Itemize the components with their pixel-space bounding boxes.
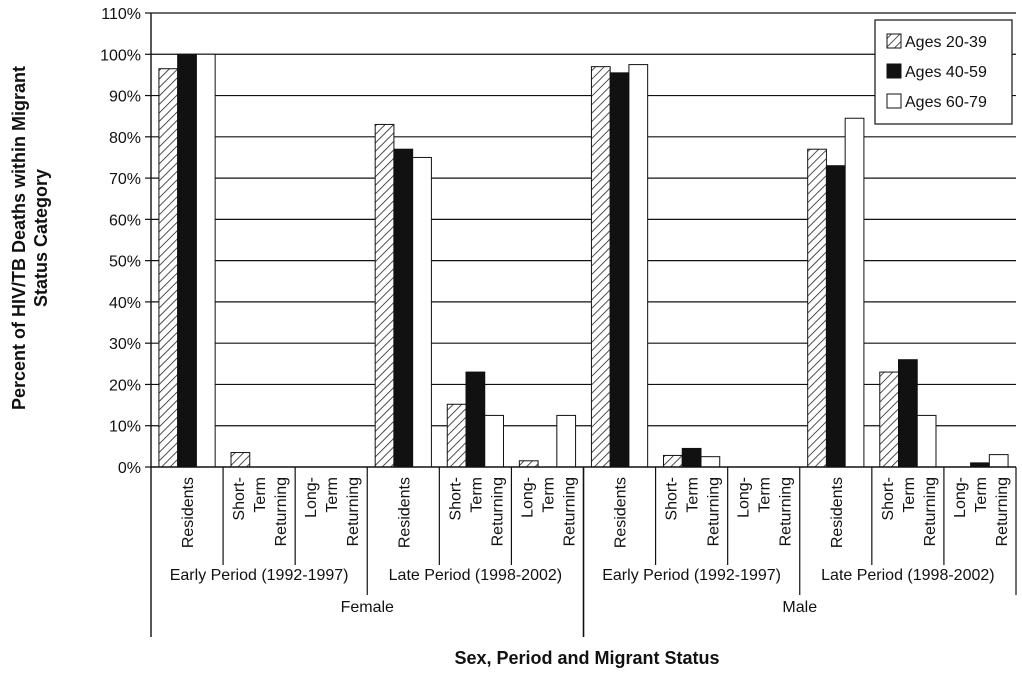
sex-label: Male (782, 599, 817, 616)
period-label: Late Period (1998-2002) (389, 567, 562, 584)
legend-swatch-solid (886, 63, 902, 79)
bar-open-11 (988, 454, 1009, 468)
bar-hatched-10 (879, 371, 900, 468)
legend-swatch-hatched (886, 33, 902, 49)
y-tick-label: 100% (100, 47, 141, 64)
status-tick-label: Returning (345, 477, 362, 546)
bar-hatched-4 (446, 403, 467, 468)
bar-open-6 (628, 64, 649, 468)
legend-label: Ages 60-79 (905, 94, 987, 111)
bar-hatched-3 (374, 123, 395, 468)
status-tick-label: Residents (396, 477, 413, 548)
status-tick-label: Returning (489, 477, 506, 546)
status-tick-label: Returning (273, 477, 290, 546)
bar-open-0 (195, 53, 216, 468)
bar-open-10 (916, 414, 937, 468)
status-tick-label: Residents (180, 477, 197, 548)
bar-hatched-6 (590, 66, 611, 468)
bar-solid-9 (825, 165, 846, 468)
status-tick-label: Long- (519, 477, 536, 518)
period-label: Early Period (1992-1997) (602, 567, 781, 584)
legend: Ages 20-39 Ages 40-59 Ages 60-79 (874, 19, 1013, 125)
y-tick-label: 80% (109, 130, 141, 147)
y-tick-label: 110% (101, 6, 141, 23)
y-tick-label: 40% (109, 295, 141, 312)
status-tick-label: Long- (736, 477, 753, 518)
bar-solid-0 (177, 53, 197, 468)
bar-solid-4 (465, 371, 486, 468)
legend-label: Ages 40-59 (905, 64, 987, 81)
y-tick-label: 70% (109, 171, 141, 188)
bar-hatched-1 (230, 452, 251, 468)
y-tick-label: 50% (109, 254, 141, 271)
bar-solid-7 (681, 447, 702, 468)
status-tick-label: Term (468, 477, 485, 513)
status-tick-label: Term (757, 477, 774, 513)
legend-swatch-open (886, 93, 902, 109)
status-tick-label: Short- (880, 477, 897, 521)
bar-open-7 (700, 456, 721, 468)
y-axis-label-line-2: Status Category (31, 169, 51, 307)
status-tick-label: Long- (303, 477, 320, 518)
y-tick-label: 90% (109, 89, 141, 106)
bar-open-4 (484, 414, 504, 468)
status-tick-label: Short- (231, 477, 248, 521)
bar-hatched-9 (807, 148, 827, 468)
y-axis-label-line-1: Percent of HIV/TB Deaths within Migrant (9, 66, 29, 410)
status-tick-label: Returning (922, 477, 939, 546)
status-tick-label: Term (973, 477, 990, 513)
y-tick-label: 0% (118, 460, 141, 477)
status-tick-label: Short- (447, 477, 464, 521)
status-tick-label: Long- (952, 477, 969, 518)
y-tick-label: 10% (109, 419, 141, 436)
status-tick-label: Residents (829, 477, 846, 548)
status-tick-label: Returning (778, 477, 795, 546)
bar-hatched-5 (518, 460, 539, 468)
bar-solid-6 (609, 72, 630, 468)
status-tick-label: Term (252, 477, 269, 513)
bar-open-5 (556, 414, 577, 468)
bar-hatched-0 (158, 68, 179, 468)
status-tick-label: Returning (994, 477, 1011, 546)
y-tick-label: 30% (109, 336, 141, 353)
period-label: Late Period (1998-2002) (821, 567, 994, 584)
legend-label: Ages 20-39 (905, 34, 987, 51)
bar-open-3 (412, 156, 432, 468)
status-tick-label: Term (324, 477, 341, 513)
x-axis-label: Sex, Period and Migrant Status (454, 648, 719, 668)
bar-solid-10 (898, 359, 918, 468)
labels: Percent of HIV/TB Deaths within Migrant … (9, 66, 1011, 668)
y-tick-label: 20% (109, 377, 141, 394)
status-tick-label: Short- (664, 477, 681, 521)
bar-hatched-7 (663, 454, 683, 468)
status-tick-label: Returning (706, 477, 723, 546)
bar-open-9 (844, 117, 865, 468)
status-tick-label: Residents (613, 477, 630, 548)
status-tick-label: Returning (561, 477, 578, 546)
bars (158, 53, 1009, 468)
status-tick-label: Term (540, 477, 557, 513)
status-tick-label: Term (901, 477, 918, 513)
status-tick-label: Term (685, 477, 702, 513)
period-label: Early Period (1992-1997) (170, 567, 349, 584)
grid-lines (151, 12, 1016, 427)
axes: 0% 10% 20% 30% 40% 50% 60% 70% 80% 90% 100% 110% (100, 6, 1017, 637)
y-tick-label: 60% (109, 212, 141, 229)
sex-label: Female (341, 599, 394, 616)
bar-solid-3 (393, 148, 414, 468)
